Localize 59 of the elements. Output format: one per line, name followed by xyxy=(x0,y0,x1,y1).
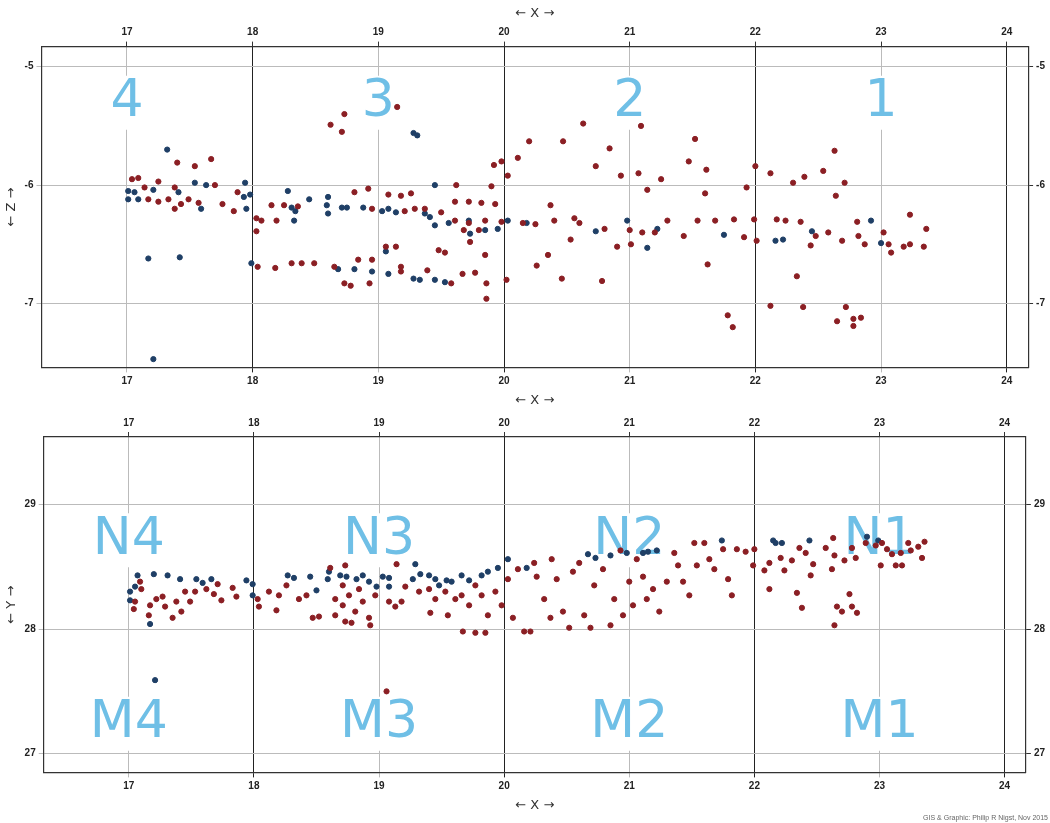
y-tick-label: -7 xyxy=(24,297,34,309)
annotation: 1 xyxy=(864,68,898,129)
x-axis-title: ← X → xyxy=(515,796,555,812)
y2-tick-label: 28 xyxy=(1033,622,1046,634)
annotation: 2 xyxy=(613,68,647,129)
y2-tick-label: -5 xyxy=(1036,60,1046,72)
annotation: M2 xyxy=(590,689,669,750)
x-axis-title: ← X → xyxy=(515,391,555,407)
annotation: 4 xyxy=(110,68,144,129)
y-axis-title: ← Z → xyxy=(3,187,19,227)
y2-tick-label: 29 xyxy=(1033,498,1046,510)
y2-tick-label: -7 xyxy=(1036,297,1046,309)
x-tick-label: 24 xyxy=(999,780,1011,792)
y-tick-label: 27 xyxy=(24,747,37,759)
x2-tick-label: 24 xyxy=(1001,26,1013,38)
x-tick-label: 20 xyxy=(498,780,511,792)
y-tick-label: -6 xyxy=(24,178,34,190)
x2-tick-label: 21 xyxy=(624,26,636,38)
x2-tick-label: 20 xyxy=(498,416,511,428)
x-tick-label: 24 xyxy=(1001,375,1013,387)
y-tick-label: -5 xyxy=(24,60,34,72)
x2-tick-label: 19 xyxy=(372,26,385,38)
x2-tick-label: 22 xyxy=(749,26,762,38)
y-tick-label: 29 xyxy=(24,498,37,510)
x-tick-label: 19 xyxy=(372,375,385,387)
x-tick-label: 20 xyxy=(498,375,511,387)
x-tick-label: 18 xyxy=(247,375,259,387)
x2-tick-label: 23 xyxy=(873,416,886,428)
x-tick-label: 22 xyxy=(749,375,762,387)
x-tick-label: 21 xyxy=(624,375,636,387)
x2-tick-label: 19 xyxy=(373,416,386,428)
annotation: M4 xyxy=(89,689,168,750)
x2-tick-label: 22 xyxy=(748,416,761,428)
x2-tick-label: 18 xyxy=(247,26,259,38)
y-axis-title: ← Y → xyxy=(3,585,19,624)
x-tick-label: 21 xyxy=(623,780,636,792)
x-tick-label: 22 xyxy=(748,780,761,792)
annotation: N4 xyxy=(92,505,165,566)
y-tick-label: 28 xyxy=(24,622,37,634)
x-tick-label: 23 xyxy=(873,780,886,792)
x-tick-label: 17 xyxy=(121,375,133,387)
x2-tick-label: 20 xyxy=(498,26,511,38)
x2-tick-label: 17 xyxy=(123,416,135,428)
x2-tick-label: 17 xyxy=(121,26,133,38)
annotation: N3 xyxy=(343,505,416,566)
x-tick-label: 19 xyxy=(373,780,386,792)
y2-tick-label: 27 xyxy=(1033,747,1046,759)
x2-tick-label: 23 xyxy=(875,26,888,38)
x2-axis-title: ← X → xyxy=(515,5,555,21)
y2-tick-label: -6 xyxy=(1036,178,1046,190)
x2-tick-label: 24 xyxy=(999,416,1011,428)
annotation: M3 xyxy=(340,689,419,750)
x-tick-label: 18 xyxy=(248,780,260,792)
x2-tick-label: 18 xyxy=(248,416,260,428)
x-tick-label: 17 xyxy=(123,780,135,792)
annotation: M1 xyxy=(840,689,919,750)
x2-tick-label: 21 xyxy=(623,416,636,428)
x-tick-label: 23 xyxy=(875,375,888,387)
annotation: 3 xyxy=(361,68,395,129)
